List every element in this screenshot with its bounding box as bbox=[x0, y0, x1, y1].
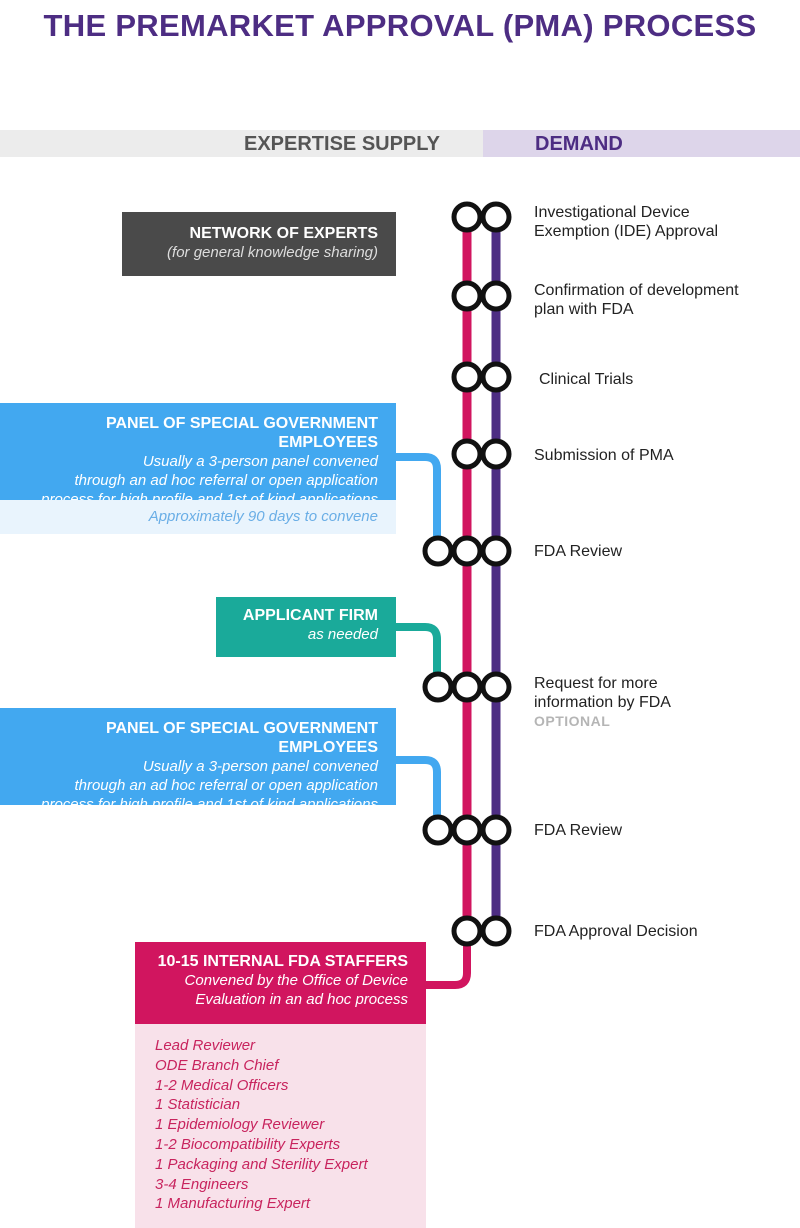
step-fda-review-1: FDA Review bbox=[534, 543, 623, 560]
step-request-line2: information by FDA bbox=[534, 694, 671, 711]
staff-member: 1-2 Biocompatibility Experts bbox=[155, 1135, 341, 1153]
panel1-convene-note: Approximately 90 days to convene bbox=[0, 500, 396, 534]
panel2-connector bbox=[396, 756, 441, 830]
staff-heading: 10-15 INTERNAL FDA STAFFERS bbox=[157, 953, 408, 970]
internal-staffers-box: 10-15 INTERNAL FDA STAFFERS Convened by … bbox=[135, 942, 426, 1024]
step-request-line1: Request for more bbox=[534, 675, 658, 692]
panel2-line: process for high profile and 1st of kind… bbox=[41, 796, 378, 813]
panel2-line: Usually a 3-person panel convened bbox=[142, 758, 378, 775]
station-submission bbox=[451, 438, 512, 470]
station-confirmation bbox=[451, 280, 512, 312]
step-clinical-trials: Clinical Trials bbox=[539, 371, 634, 388]
staff-member: 1 Statistician bbox=[155, 1096, 241, 1114]
station-clinical-trials bbox=[451, 361, 512, 393]
page-title: THE PREMARKET APPROVAL (PMA) PROCESS bbox=[43, 8, 757, 43]
supply-band bbox=[0, 130, 483, 157]
network-subtitle: (for general knowledge sharing) bbox=[167, 244, 378, 261]
panel-sge-box-1: PANEL OF SPECIAL GOVERNMENT EMPLOYEES Us… bbox=[0, 403, 396, 508]
step-submission: Submission of PMA bbox=[534, 447, 674, 464]
step-ide-line2: Exemption (IDE) Approval bbox=[534, 223, 719, 240]
staff-members-list: Lead Reviewer ODE Branch Chief 1-2 Medic… bbox=[135, 1024, 426, 1228]
station-fda-review-2 bbox=[422, 814, 512, 846]
staff-connector bbox=[426, 931, 471, 989]
staff-member: ODE Branch Chief bbox=[155, 1056, 279, 1074]
demand-band bbox=[483, 130, 800, 157]
applicant-subtitle: as needed bbox=[307, 626, 378, 643]
network-heading: NETWORK OF EXPERTS bbox=[189, 225, 378, 242]
station-approval-decision bbox=[451, 915, 512, 947]
staff-member: 1-2 Medical Officers bbox=[155, 1076, 289, 1094]
supply-band-label: EXPERTISE SUPPLY bbox=[244, 133, 440, 155]
step-confirmation-line1: Confirmation of development bbox=[534, 282, 739, 299]
staff-member: 1 Packaging and Sterility Expert bbox=[155, 1155, 368, 1173]
step-request-info: Request for more information by FDA OPTI… bbox=[534, 674, 671, 731]
staff-member: Lead Reviewer bbox=[155, 1037, 256, 1054]
step-fda-review-2: FDA Review bbox=[534, 822, 623, 839]
applicant-heading: APPLICANT FIRM bbox=[242, 607, 378, 624]
staff-line: Convened by the Office of Device bbox=[184, 972, 408, 989]
station-fda-review-1 bbox=[422, 535, 512, 567]
panel1-line: Usually a 3-person panel convened bbox=[142, 453, 378, 470]
step-ide-line1: Investigational Device bbox=[534, 204, 690, 221]
panel2-heading: PANEL OF SPECIAL GOVERNMENT EMPLOYEES bbox=[105, 720, 378, 756]
applicant-connector bbox=[396, 623, 441, 687]
step-confirmation-line2: plan with FDA bbox=[534, 301, 634, 318]
station-request-info bbox=[422, 671, 512, 703]
demand-band-label: DEMAND bbox=[535, 133, 623, 155]
staff-member: 1 Manufacturing Expert bbox=[155, 1195, 311, 1213]
panel-sge-box-2: PANEL OF SPECIAL GOVERNMENT EMPLOYEES Us… bbox=[0, 708, 396, 813]
staff-member: 1 Epidemiology Reviewer bbox=[155, 1116, 325, 1134]
station-ide bbox=[451, 201, 512, 233]
step-confirmation: Confirmation of development plan with FD… bbox=[534, 281, 739, 319]
network-of-experts-box: NETWORK OF EXPERTS (for general knowledg… bbox=[122, 212, 396, 276]
optional-tag: OPTIONAL bbox=[534, 713, 611, 729]
staff-line: Evaluation in an ad hoc process bbox=[195, 991, 408, 1008]
staff-member: 3-4 Engineers bbox=[155, 1175, 249, 1193]
applicant-firm-box: APPLICANT FIRM as needed bbox=[216, 597, 396, 657]
step-approval-decision: FDA Approval Decision bbox=[534, 923, 698, 940]
step-ide-approval: Investigational Device Exemption (IDE) A… bbox=[534, 203, 718, 241]
panel1-heading: PANEL OF SPECIAL GOVERNMENT EMPLOYEES bbox=[105, 415, 378, 451]
panel1-connector bbox=[396, 453, 441, 551]
panel1-line: through an ad hoc referral or open appli… bbox=[74, 472, 378, 489]
panel2-line: through an ad hoc referral or open appli… bbox=[74, 777, 378, 794]
